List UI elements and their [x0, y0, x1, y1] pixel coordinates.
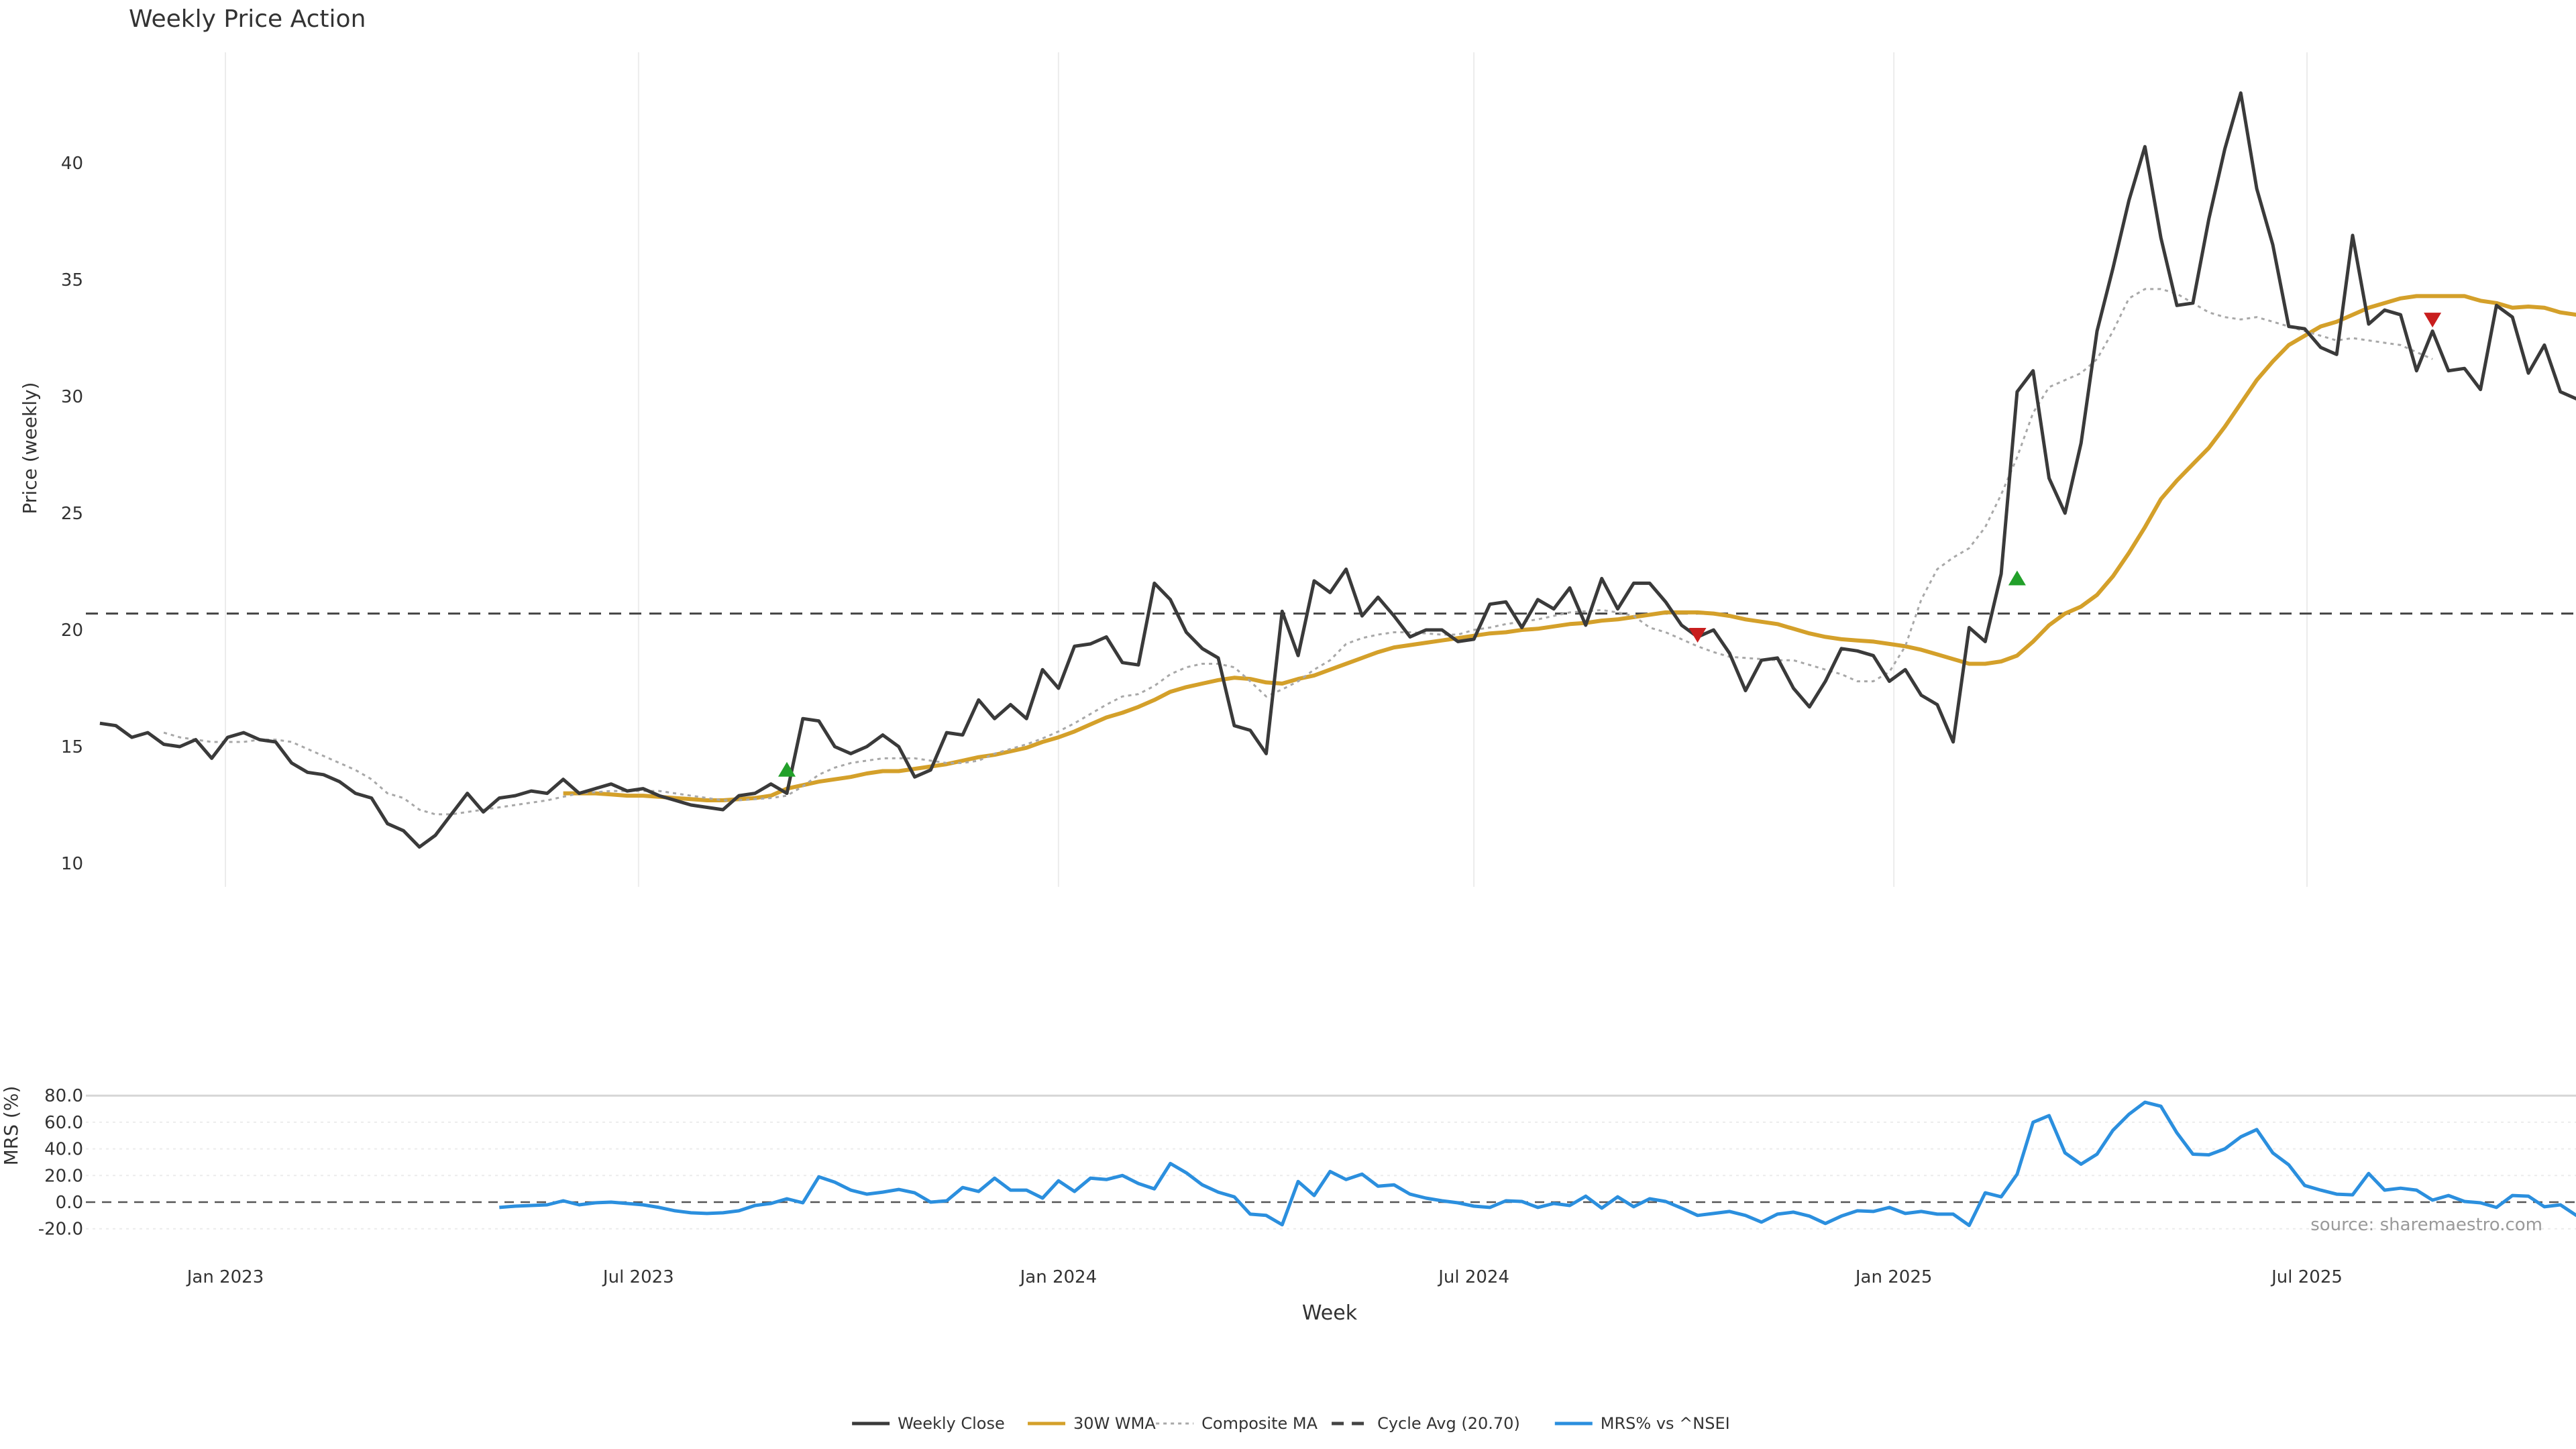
- mrs-y-tick-5: -20.0: [38, 1220, 83, 1240]
- mrs-series: [86, 1100, 2576, 1228]
- buy-signal-marker-2: [2008, 570, 2026, 586]
- mrs-axis-label: MRS (%): [0, 1086, 22, 1166]
- weekly-close-line: [99, 91, 2576, 849]
- x-tick-3: Jul 2024: [1437, 1267, 1509, 1287]
- mrs-y-tick-2: 40.0: [44, 1140, 83, 1160]
- composite-ma-line: [163, 288, 2433, 816]
- price-axis-label: Price (weekly): [19, 382, 41, 515]
- mrs-y-tick-3: 20.0: [44, 1166, 83, 1186]
- x-tick-5: Jul 2025: [2270, 1267, 2343, 1287]
- sell-signal-marker-3: [2424, 313, 2442, 328]
- mrs-y-ticks: 80.0 60.0 40.0 20.0 0.0 -20.0: [38, 1086, 83, 1240]
- x-ticks: Jan 2023 Jul 2023 Jan 2024 Jul 2024 Jan 2025…: [186, 1267, 2343, 1287]
- price-y-tick-3: 25: [61, 504, 83, 524]
- source-annotation: source: sharemaestro.com: [2310, 1215, 2542, 1235]
- sell-signal-marker-1: [1688, 627, 1707, 643]
- x-tick-0: Jan 2023: [186, 1267, 264, 1287]
- price-grid: [225, 52, 2308, 887]
- price-y-ticks: 10 15 20 25 30 35 40: [61, 154, 83, 874]
- x-tick-4: Jan 2025: [1854, 1267, 1933, 1287]
- 30w-wma-line: [563, 294, 2576, 802]
- price-y-tick-0: 10: [61, 854, 83, 874]
- mrs-y-tick-0: 80.0: [44, 1086, 83, 1106]
- signals: [777, 313, 2442, 777]
- mrs-grid: [86, 1094, 2576, 1230]
- price-y-tick-5: 35: [61, 270, 83, 290]
- price-y-tick-4: 30: [61, 387, 83, 407]
- legend: Weekly Close 30W WMA Composite MA Cycle Avg…: [852, 1414, 1730, 1433]
- legend-label-composite-ma: Composite MA: [1201, 1414, 1318, 1433]
- price-y-tick-2: 20: [61, 621, 83, 641]
- x-tick-2: Jan 2024: [1019, 1267, 1097, 1287]
- legend-label-cycle-avg-20-70: Cycle Avg (20.70): [1377, 1414, 1520, 1433]
- buy-signal-marker-0: [777, 761, 796, 777]
- price-y-tick-1: 15: [61, 737, 83, 757]
- mrs-y-tick-4: 0.0: [56, 1193, 83, 1213]
- legend-label-weekly-close: Weekly Close: [898, 1414, 1005, 1433]
- mrs-y-tick-1: 60.0: [44, 1113, 83, 1133]
- legend-label-30w-wma: 30W WMA: [1073, 1414, 1156, 1433]
- chart-title: Weekly Price Action: [129, 5, 366, 33]
- price-y-tick-6: 40: [61, 154, 83, 174]
- x-tick-1: Jul 2023: [602, 1267, 674, 1287]
- mrs-line: [499, 1100, 2576, 1228]
- price-series: [86, 91, 2576, 849]
- legend-label-mrs-vs-nsei: MRS% vs ^NSEI: [1601, 1414, 1730, 1433]
- x-axis-label: Week: [1302, 1301, 1358, 1325]
